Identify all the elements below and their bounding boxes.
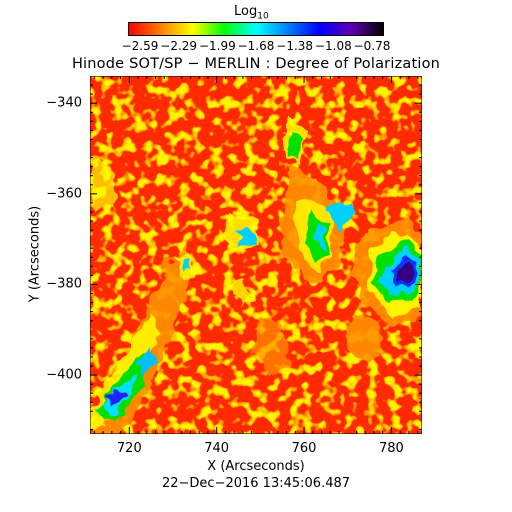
x-tick-label: 760 — [291, 441, 317, 456]
axis-tickmarks — [90, 76, 422, 434]
x-axis-label: X (Arcseconds) — [207, 459, 305, 474]
x-tick-label: 740 — [204, 441, 230, 456]
colorbar-tick-label: −1.99 — [198, 39, 236, 53]
colorbar-tick-label: −2.29 — [160, 39, 198, 53]
y-tick-label: −400 — [46, 367, 82, 383]
colorbar-tick-label: −2.59 — [121, 39, 159, 53]
colorbar-tick-label: −1.68 — [237, 39, 275, 53]
colorbar-tick-label: −0.78 — [353, 39, 391, 53]
x-tick-label: 780 — [378, 441, 404, 456]
colorbar-label: Log10 — [234, 4, 269, 22]
colorbar-label-main: Log — [234, 4, 258, 19]
polarization-map — [90, 76, 422, 434]
colorbar — [128, 22, 384, 36]
x-tick-label: 720 — [116, 441, 142, 456]
plot-title: Hinode SOT/SP − MERLIN : Degree of Polar… — [71, 56, 441, 72]
y-tick-label: −360 — [46, 186, 82, 202]
y-axis-label: Y (Arcseconds) — [27, 205, 43, 303]
y-tick-label: −380 — [46, 276, 82, 292]
colorbar-ticks: −2.59 −2.29 −1.99 −1.68 −1.38 −1.08 −0.78 — [100, 39, 410, 53]
y-tick-label: −340 — [46, 95, 82, 111]
colorbar-tick-label: −1.08 — [314, 39, 352, 53]
colorbar-label-subscript: 10 — [257, 11, 269, 22]
colorbar-tick-label: −1.38 — [276, 39, 314, 53]
timestamp: 22−Dec−2016 13:45:06.487 — [161, 476, 351, 491]
map-features — [90, 116, 422, 434]
